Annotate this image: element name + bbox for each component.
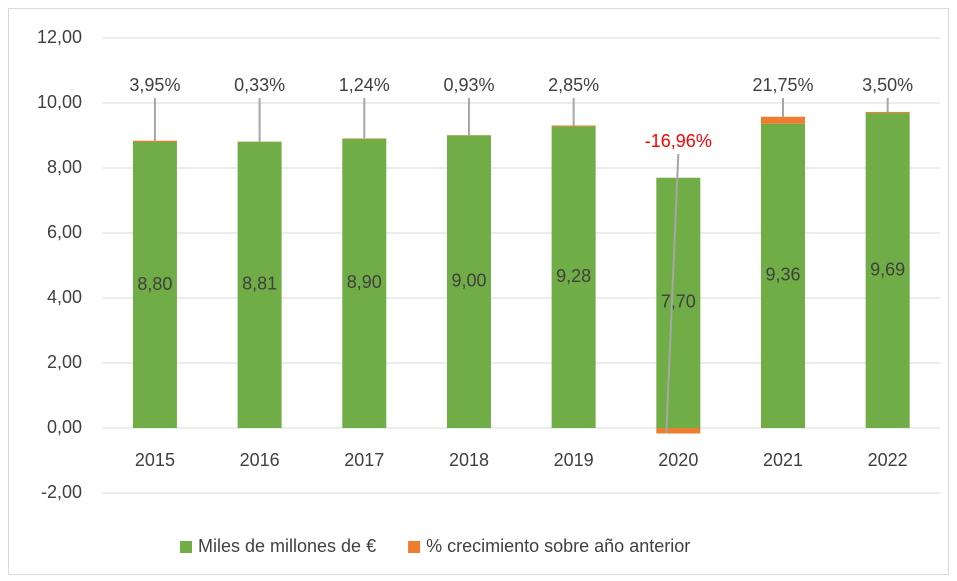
bar-segment [551,126,596,429]
y-tick-label: 6,00 [47,222,82,242]
x-tick-label: 2021 [763,450,803,470]
bar-segment [656,428,701,434]
data-label: 9,69 [870,259,905,279]
bar-segment [760,116,805,124]
legend-label: % crecimiento sobre año anterior [426,536,690,556]
bar-segment [237,141,282,429]
y-tick-label: 0,00 [47,417,82,437]
x-tick-label: 2017 [344,450,384,470]
data-label: -16,96% [645,131,712,151]
x-tick-label: 2020 [658,450,698,470]
x-tick-label: 2016 [240,450,280,470]
bar-segment [656,177,701,428]
data-label: 8,81 [242,274,277,294]
data-label: 8,90 [347,272,382,292]
y-tick-label: 2,00 [47,352,82,372]
data-label: 21,75% [752,75,813,95]
data-label: 0,33% [234,75,285,95]
bar-segment [446,135,491,428]
legend-swatch [180,541,192,553]
x-tick-label: 2018 [449,450,489,470]
data-label: 3,50% [862,75,913,95]
data-label: 7,70 [661,292,696,312]
data-label: 0,93% [443,75,494,95]
y-tick-label: 10,00 [37,92,82,112]
data-label: 2,85% [548,75,599,95]
y-tick-label: -2,00 [41,482,82,502]
legend-swatch [408,541,421,553]
y-tick-label: 4,00 [47,287,82,307]
data-label: 3,95% [129,75,180,95]
y-tick-label: 8,00 [47,157,82,177]
leader-line [665,153,680,434]
bar-segment [132,140,177,142]
data-label: 9,00 [451,271,486,291]
data-label: 9,36 [765,265,800,285]
x-tick-label: 2022 [868,450,908,470]
data-label: 8,80 [137,274,172,294]
bar-segment [132,142,177,428]
data-label: 1,24% [339,75,390,95]
bar-segment [760,123,805,429]
y-tick-label: 12,00 [37,27,82,47]
x-tick-label: 2019 [554,450,594,470]
bar-segment [865,113,910,428]
x-tick-label: 2015 [135,450,175,470]
data-label: 9,28 [556,266,591,286]
legend-label: Miles de millones de € [198,536,376,556]
bar-segment [551,125,596,127]
bar-segment [342,138,387,428]
bar-segment [865,111,910,114]
